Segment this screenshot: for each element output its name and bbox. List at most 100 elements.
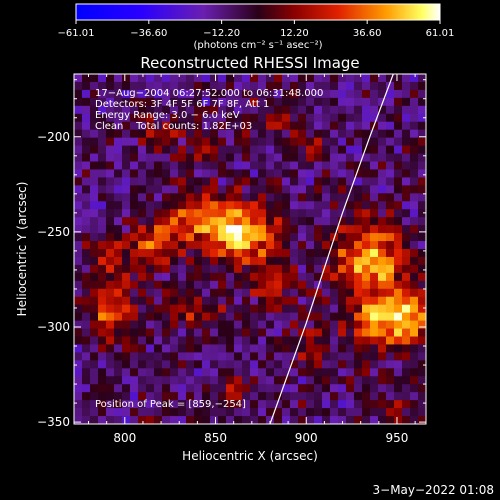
heatmap-cell [282,161,291,171]
heatmap-cell [290,249,299,258]
heatmap-cell [202,89,211,99]
heatmap-cell [362,328,371,338]
heatmap-cell [98,161,107,171]
heatmap-cell [218,81,227,91]
heatmap-cell [98,137,107,147]
heatmap-cell [186,121,195,131]
heatmap-cell [346,217,355,226]
heatmap-cell [74,209,83,218]
heatmap-cell [346,328,355,338]
heatmap-cell [186,352,195,361]
heatmap-cell [354,392,363,401]
y-axis: −200−250−300−350 [37,79,426,429]
heatmap-cell [362,376,371,385]
heatmap-cell [114,105,123,115]
heatmap-cell [378,185,387,194]
heatmap-cell [178,280,187,290]
heatmap-cell [82,296,91,306]
heatmap-cell [370,217,379,226]
heatmap-cell [186,225,195,234]
heatmap-cell [386,384,395,393]
heatmap-cell [226,264,235,274]
heatmap-cell [378,121,387,131]
heatmap-cell [330,241,339,250]
heatmap-cell [154,376,163,385]
heatmap-cell [218,169,227,178]
heatmap-cell [130,129,139,139]
heatmap-cell [346,280,355,290]
heatmap-cell [90,153,99,163]
heatmap-cell [138,177,147,186]
heatmap-cell [218,137,227,147]
heatmap-cell [290,408,299,417]
heatmap-cell [146,272,155,282]
heatmap-cell [202,169,211,178]
heatmap-cell [90,368,99,377]
heatmap-cell [362,113,371,123]
heatmap-cell [250,320,259,330]
heatmap-cell [194,145,203,155]
heatmap-cell [242,217,251,226]
heatmap-cell [106,81,115,91]
heatmap-cell [90,304,99,314]
heatmap-cell [234,344,243,353]
heatmap-cell [290,89,299,99]
heatmap-cell [226,193,235,202]
heatmap-cell [370,241,379,250]
heatmap-cell [418,241,426,250]
heatmap-cell [178,312,187,322]
heatmap-cell [74,352,83,361]
heatmap-cell [210,145,219,155]
heatmap-cell [106,97,115,107]
heatmap-cell [98,113,107,123]
heatmap-cell [114,392,123,401]
heatmap-cell [202,408,211,417]
heatmap-cell [106,129,115,139]
heatmap-cell [226,272,235,282]
heatmap-cell [402,185,411,194]
heatmap-cell [154,352,163,361]
heatmap-cell [418,201,426,210]
heatmap-cell [98,129,107,139]
heatmap-cell [162,296,171,306]
heatmap-cell [242,209,251,218]
heatmap-cell [290,145,299,155]
heatmap-cell [370,352,379,361]
colorbar: −61.01 −36.60 −12.20 12.20 36.60 61.01 (photo… [57,3,454,51]
heatmap-cell [258,233,267,242]
heatmap-cell [282,264,291,274]
heatmap-cell [282,137,291,147]
heatmap-cell [298,288,307,298]
heatmap-cell [274,137,283,147]
heatmap-cell [274,288,283,298]
heatmap-cell [194,137,203,147]
heatmap-cell [306,129,315,139]
heatmap-cell [114,185,123,194]
heatmap-cell [90,272,99,282]
heatmap-cell [242,137,251,147]
heatmap-cell [322,169,331,178]
heatmap-cell [194,288,203,298]
heatmap-cell [418,225,426,234]
heatmap-cell [370,209,379,218]
heatmap-cell [330,105,339,115]
heatmap-cell [194,185,203,194]
heatmap-cell [298,264,307,274]
heatmap-cell [266,121,275,131]
heatmap-cell [370,233,379,242]
annotation-total-counts: Clean Total counts: 1.82E+03 [95,121,252,132]
heatmap-cell [114,177,123,186]
heatmap-cell [250,233,259,242]
heatmap-cell [266,344,275,353]
heatmap-cell [370,185,379,194]
heatmap-cell [274,312,283,322]
heatmap-cell [306,201,315,210]
heatmap-cell [418,328,426,338]
heatmap-cell [330,408,339,417]
heatmap-cell [114,209,123,218]
heatmap-cell [218,161,227,171]
heatmap-cell [202,328,211,338]
heatmap-cell [306,137,315,147]
colorbar-unit-label: (photons cm⁻² s⁻¹ asec⁻²) [193,40,322,51]
heatmap-cell [346,105,355,115]
